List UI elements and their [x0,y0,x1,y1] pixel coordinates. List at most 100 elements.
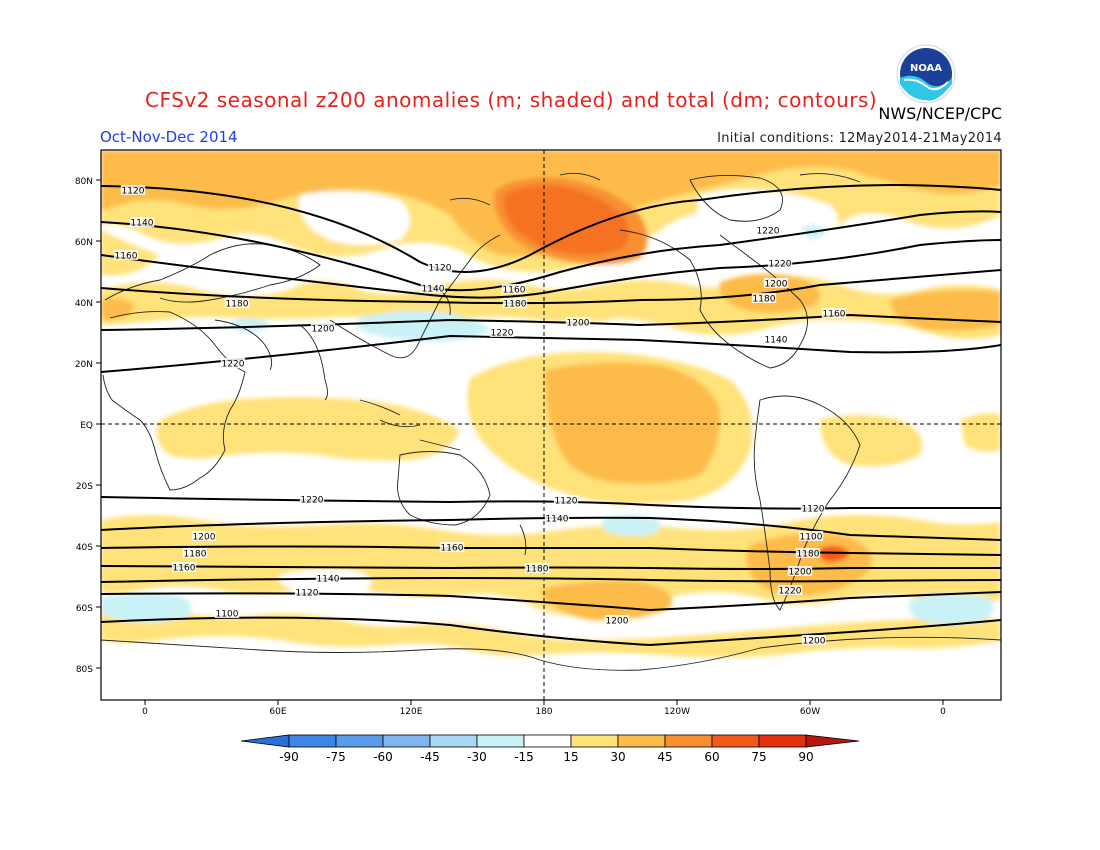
contour-line [101,313,1001,331]
colorbar-segment [382,734,431,748]
contour-label: 1120 [429,264,452,274]
colorbar-arrow-right [805,734,860,748]
lon-label: 60W [800,707,820,717]
contour-label: 1200 [789,568,812,578]
contour-label: 1180 [753,295,776,305]
lon-label: 180 [535,707,552,717]
contour-label: 1140 [765,336,788,346]
contour-line [101,183,1001,273]
lat-label: 20S [76,482,93,492]
contour-line [101,616,1001,647]
contour-label: 1200 [312,325,335,335]
contour-label: 1100 [216,610,239,620]
colorbar: -90 -75 -60 -45 -30 -15 15 30 45 60 75 90 [240,734,860,764]
contour-label: 1200 [765,280,788,290]
contour-line [101,269,1001,305]
anomaly-shading [101,150,1001,658]
lat-label: 60N [75,238,93,248]
colorbar-segment [476,734,525,748]
map-frame [100,149,1002,701]
colorbar-label: 15 [563,750,578,764]
lon-label: 0 [142,707,148,717]
contour-label: 1160 [115,252,138,262]
colorbar-label: -75 [326,750,346,764]
contour-label: 1220 [769,260,792,270]
contour-label: 1160 [441,544,464,554]
colorbar-segment [523,734,572,748]
contour-label: 1180 [226,300,249,310]
contour-label: 1200 [606,617,629,627]
contour-label: 1120 [296,589,319,599]
lat-label: 80N [75,177,93,187]
map-background [101,150,1001,700]
lat-label: 60S [76,604,93,614]
contour-label: 1140 [317,575,340,585]
colorbar-segment [288,734,337,748]
initial-conditions-label: Initial conditions: 12May2014-21May2014 [717,131,1002,146]
contour-line [101,496,1001,510]
map-title: CFSv2 seasonal z200 anomalies (m; shaded… [145,88,878,112]
contour-label: 1140 [422,285,445,295]
contour-label: 1140 [546,515,569,525]
contour-label: 1120 [555,497,578,507]
contour-line [101,576,1001,583]
colorbar-label: 30 [610,750,625,764]
lat-label: 40S [76,543,93,553]
longitude-axis: 0 60E 120E 180 120W 60W 0 [142,700,946,717]
contour-label: 1120 [802,505,825,515]
colorbar-segment [758,734,807,748]
lon-label: 0 [940,707,946,717]
lon-label: 120W [664,707,690,717]
contour-labels: 1120 1140 1160 1180 1200 1220 1220 1200 1180 1160… [113,185,847,647]
contour-label: 1220 [301,496,324,506]
contour-label: 1160 [503,286,526,296]
colorbar-label: -45 [420,750,440,764]
contour-label: 1160 [823,310,846,320]
colorbar-label: -30 [467,750,487,764]
colorbar-label: -15 [514,750,534,764]
contour-label: 1200 [567,319,590,329]
contour-line [101,565,1001,570]
contour-line [101,545,1001,556]
latitude-axis: 80N 60N 40N 20N EQ 20S 40S 60S 80S [75,177,101,675]
colorbar-segment [429,734,478,748]
contour-label: 1160 [173,564,196,574]
contour-label: 1220 [779,587,802,597]
colorbar-segment [711,734,760,748]
contour-label: 1180 [797,550,820,560]
colorbar-segment [335,734,384,748]
contour-line [101,210,1001,292]
contour-label: 1180 [526,565,549,575]
agency-label: NWS/NCEP/CPC [878,104,1002,123]
colorbar-segment [664,734,713,748]
contour-label: 1100 [800,533,823,543]
height-contours [101,183,1001,647]
lat-label: 20N [75,360,93,370]
contour-label: 1200 [193,533,216,543]
colorbar-label: 45 [657,750,672,764]
contour-label: 1120 [122,187,145,197]
colorbar-label: 60 [704,750,719,764]
contour-label: 1220 [222,360,245,370]
colorbar-label: -60 [373,750,393,764]
contour-label: 1180 [184,550,207,560]
lat-label: EQ [80,421,93,431]
contour-label: 1140 [131,219,154,229]
contour-line [101,516,1001,541]
colorbar-label: -90 [279,750,299,764]
contour-label: 1180 [504,300,527,310]
contour-label: 1220 [491,329,514,339]
contour-line [101,591,1001,612]
lat-label: 40N [75,299,93,309]
contour-label: 1220 [757,227,780,237]
lon-label: 60E [269,707,286,717]
contour-label: 1200 [803,637,826,647]
colorbar-segment [617,734,666,748]
colorbar-segment [570,734,619,748]
contour-line [101,239,1001,299]
noaa-logo-text: NOAA [910,63,942,74]
noaa-logo-icon: NOAA [896,44,956,104]
colorbar-arrow-left [240,734,290,748]
season-label: Oct-Nov-Dec 2014 [100,128,238,146]
lon-label: 120E [400,707,423,717]
